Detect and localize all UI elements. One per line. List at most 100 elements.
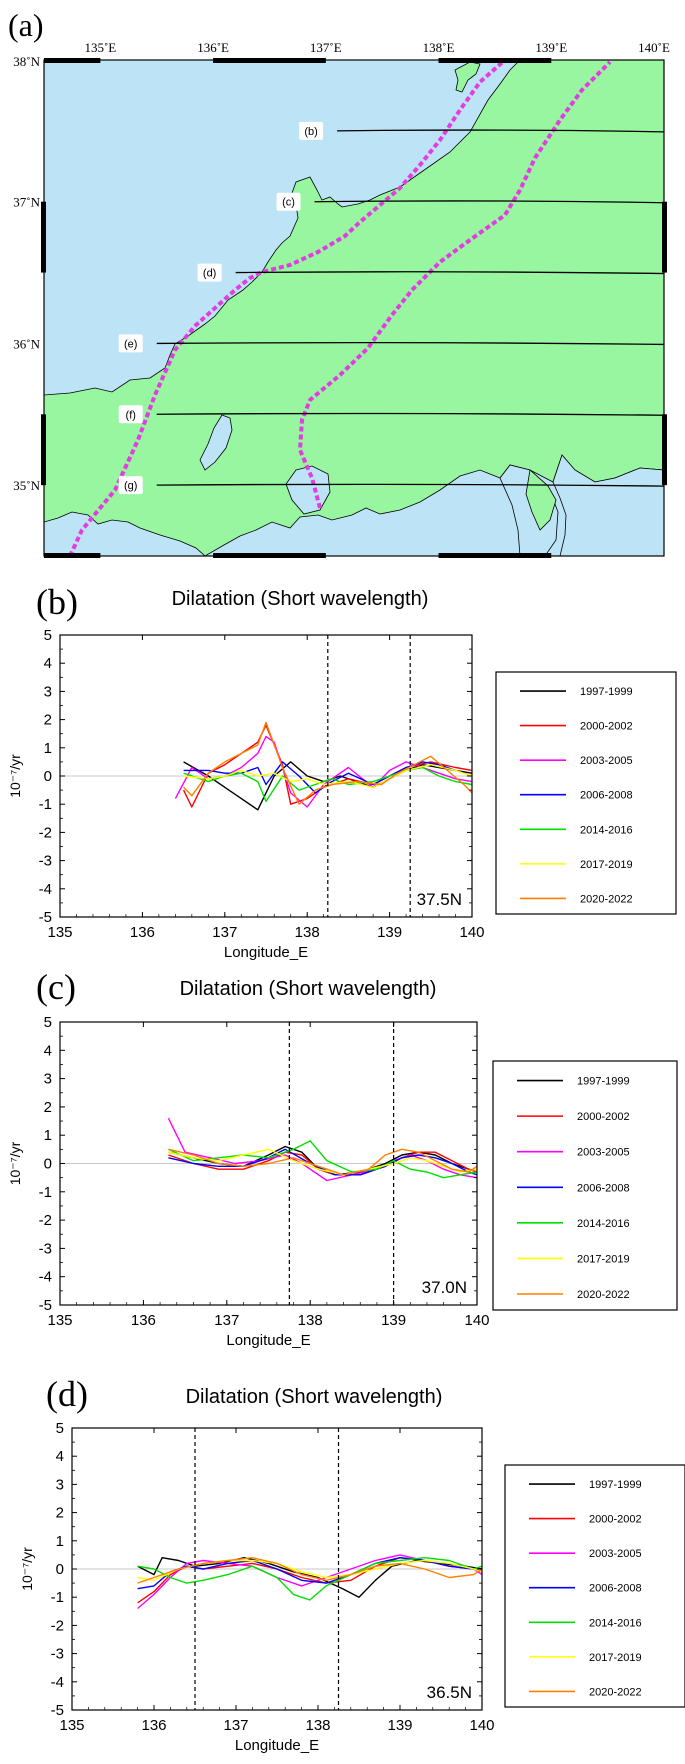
legend-entry: 2014-2016 bbox=[589, 1617, 642, 1629]
y-tick-label: -2 bbox=[39, 1212, 52, 1229]
legend-entry: 2017-2019 bbox=[589, 1652, 642, 1664]
chart-title: Dilatation (Short wavelength) bbox=[186, 1386, 443, 1408]
legend-entry: 2003-2005 bbox=[577, 1147, 630, 1159]
x-tick-label: 139 bbox=[377, 924, 402, 941]
map-frame-bar-left bbox=[41, 414, 46, 486]
map-frame-bar-top bbox=[213, 58, 326, 63]
map-profile-line bbox=[156, 412, 665, 416]
x-tick-label: 136 bbox=[131, 1312, 156, 1329]
map-frame-bar-top bbox=[44, 58, 101, 63]
series-line bbox=[168, 1140, 478, 1179]
y-tick-label: 3 bbox=[44, 1071, 52, 1088]
map-boundary-west bbox=[68, 58, 507, 557]
x-tick-label: 140 bbox=[469, 1717, 494, 1734]
y-tick-label: -5 bbox=[39, 909, 52, 926]
legend-box bbox=[504, 1464, 685, 1708]
y-tick-label: 3 bbox=[56, 1476, 64, 1493]
map-sea-ise-bay bbox=[285, 465, 331, 515]
legend-entry: 2017-2019 bbox=[580, 859, 633, 871]
map-lon-ticks: 135˚E 136˚E 137˚E 138˚E 139˚E 140˚E bbox=[84, 40, 669, 55]
legend-entry: 2017-2019 bbox=[577, 1253, 630, 1265]
y-tick-label: 0 bbox=[44, 1156, 52, 1173]
y-tick-label: 4 bbox=[56, 1448, 64, 1465]
x-tick-label: 138 bbox=[295, 924, 320, 941]
panel-label: (d) bbox=[46, 1374, 88, 1414]
map-profile-line bbox=[156, 341, 665, 346]
x-tick-label: 137 bbox=[214, 1312, 239, 1329]
legend-entry: 2003-2005 bbox=[580, 755, 633, 767]
map-lake-biwa bbox=[199, 414, 233, 471]
y-tick-label: -4 bbox=[51, 1674, 64, 1691]
map-profile-label-box bbox=[299, 121, 324, 140]
y-tick-label: 4 bbox=[44, 655, 52, 672]
legend-entry: 2000-2002 bbox=[577, 1111, 630, 1123]
map-profile-label: (b) bbox=[304, 126, 317, 138]
map-profile-label-box bbox=[276, 192, 301, 211]
y-tick-label: 0 bbox=[56, 1561, 64, 1578]
map-lat-tick: 38˚N bbox=[13, 54, 40, 69]
map-boundary-east bbox=[297, 60, 612, 509]
map-lat-ticks: 38˚N 37˚N 36˚N 35˚N bbox=[13, 54, 40, 493]
map-frame-bar-right bbox=[662, 414, 667, 486]
map-lat-tick: 36˚N bbox=[13, 336, 40, 351]
y-tick-label: -2 bbox=[39, 824, 52, 841]
map-profile-line bbox=[337, 129, 665, 133]
map-profile-label: (d) bbox=[203, 268, 216, 280]
legend-entry: 2020-2022 bbox=[589, 1686, 642, 1698]
y-tick-label: -1 bbox=[51, 1589, 64, 1606]
map-frame bbox=[43, 59, 665, 557]
map-frame-bar-top bbox=[438, 58, 552, 63]
x-tick-label: 135 bbox=[47, 924, 72, 941]
map-frame-bar-bottom bbox=[438, 553, 552, 558]
map-lon-tick: 137˚E bbox=[310, 40, 342, 55]
y-tick-label: -5 bbox=[39, 1297, 52, 1314]
y-tick-label: 2 bbox=[56, 1505, 64, 1522]
legend-entry: 2006-2008 bbox=[580, 790, 633, 802]
map-profile-label-box bbox=[118, 405, 143, 424]
legend-entry: 1997-1999 bbox=[577, 1076, 630, 1088]
x-tick-label: 137 bbox=[212, 924, 237, 941]
map-profile-label: (f) bbox=[126, 409, 136, 421]
map-lon-tick: 138˚E bbox=[423, 40, 455, 55]
legend-entry: 2000-2002 bbox=[580, 721, 633, 733]
y-tick-label: 4 bbox=[44, 1042, 52, 1059]
map-panel: (a) 135˚E 136˚E 137˚E 138˚E 139˚E 140˚E 38˚N3… bbox=[8, 7, 670, 558]
map-profile-label: (g) bbox=[124, 480, 137, 492]
x-axis-label: Longitude_E bbox=[224, 944, 308, 961]
y-tick-label: 3 bbox=[44, 683, 52, 700]
y-tick-label: 5 bbox=[44, 627, 52, 644]
y-tick-label: 2 bbox=[44, 712, 52, 729]
legend-box bbox=[492, 1060, 678, 1311]
x-tick-label: 138 bbox=[305, 1717, 330, 1734]
panel-label-a: (a) bbox=[8, 7, 44, 43]
series-line bbox=[167, 1117, 478, 1182]
legend-box bbox=[495, 671, 677, 915]
series-line bbox=[183, 766, 473, 803]
y-axis-label: 10⁻⁷/yr bbox=[7, 754, 23, 798]
map-profile-line bbox=[156, 483, 665, 487]
y-tick-label: 0 bbox=[44, 768, 52, 785]
y-tick-label: -1 bbox=[39, 796, 52, 813]
series-line bbox=[168, 1148, 478, 1176]
x-tick-label: 135 bbox=[59, 1717, 84, 1734]
x-tick-label: 138 bbox=[298, 1312, 323, 1329]
y-tick-label: -3 bbox=[39, 853, 52, 870]
series-line bbox=[168, 1148, 478, 1176]
x-tick-label: 139 bbox=[387, 1717, 412, 1734]
series-line bbox=[137, 1556, 483, 1601]
y-tick-label: 5 bbox=[56, 1420, 64, 1437]
map-sea-bay-south bbox=[43, 511, 207, 557]
y-tick-label: -3 bbox=[51, 1646, 64, 1663]
map-lat-tick: 37˚N bbox=[13, 195, 40, 210]
map-lon-tick: 139˚E bbox=[535, 40, 567, 55]
map-profile-label-box bbox=[118, 476, 143, 495]
map-lat-tick: 35˚N bbox=[13, 478, 40, 493]
chart-panel-d: (d) Dilatation (Short wavelength) 5 4 3 2 1 0 -1… bbox=[19, 1374, 685, 1754]
map-frame-bars bbox=[41, 58, 667, 558]
chart-panel-c: (c) Dilatation (Short wavelength) 5 4 3 2 1 0 -1… bbox=[7, 967, 678, 1349]
y-axis-label: 10⁻⁷/yr bbox=[7, 1141, 23, 1185]
map-profile-line bbox=[314, 200, 665, 204]
y-tick-label: -3 bbox=[39, 1240, 52, 1257]
legend-entry: 2014-2016 bbox=[580, 824, 633, 836]
